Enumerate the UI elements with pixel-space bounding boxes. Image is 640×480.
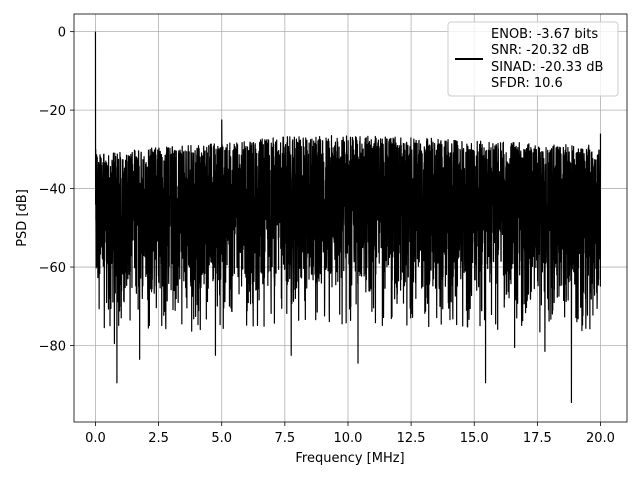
x-tick-label: 15.0 — [460, 431, 489, 446]
x-tick-label: 7.5 — [275, 431, 296, 446]
y-axis-label: PSD [dB] — [15, 189, 30, 247]
x-tick-label: 12.5 — [397, 431, 426, 446]
x-axis-ticks: 0.0 2.5 5.0 7.5 10.0 12.5 15.0 17.5 20.0 — [85, 422, 615, 446]
x-tick-label: 10.0 — [333, 431, 362, 446]
x-tick-label: 20.0 — [586, 431, 615, 446]
x-axis-label: Frequency [MHz] — [295, 451, 404, 466]
x-tick-label: 5.0 — [211, 431, 232, 446]
y-tick-label: −80 — [39, 340, 66, 355]
y-tick-label: −60 — [39, 261, 66, 276]
y-tick-label: −40 — [39, 183, 66, 198]
legend: ENOB: -3.67 bits SNR: -20.32 dB SINAD: -… — [447, 21, 619, 97]
legend-snr: SNR: -20.32 dB — [491, 43, 589, 58]
y-tick-label: 0 — [58, 26, 66, 41]
psd-series-line — [94, 31, 602, 403]
legend-enob: ENOB: -3.67 bits — [491, 27, 598, 42]
y-axis-ticks: 0 −20 −40 −60 −80 — [39, 26, 74, 355]
legend-sinad: SINAD: -20.33 dB — [491, 60, 603, 75]
legend-sfdr: SFDR: 10.6 — [491, 76, 563, 91]
x-tick-label: 0.0 — [85, 431, 106, 446]
x-tick-label: 17.5 — [523, 431, 552, 446]
psd-trace — [94, 31, 602, 403]
x-tick-label: 2.5 — [148, 431, 169, 446]
plot-frame — [73, 13, 628, 423]
legend-box — [447, 21, 619, 97]
y-tick-label: −20 — [39, 104, 66, 119]
